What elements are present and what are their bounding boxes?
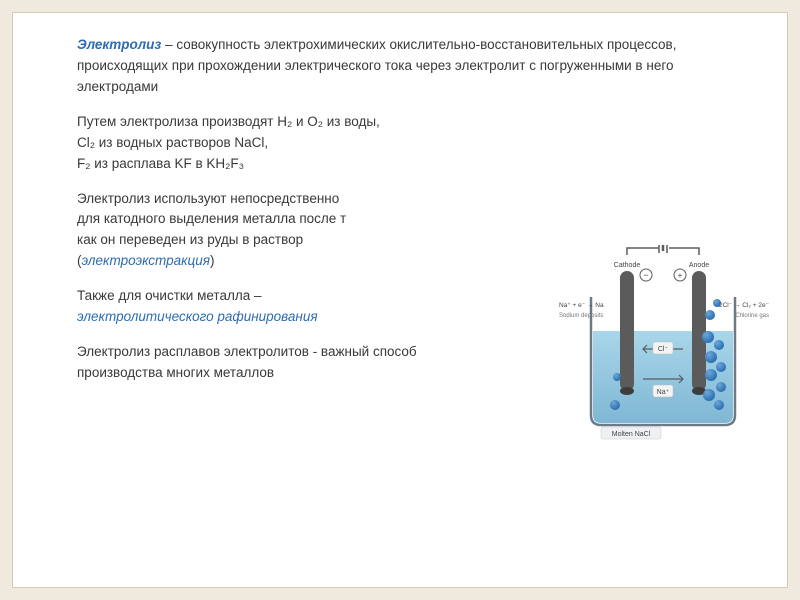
refining-line-1: Также для очистки металла – [77, 288, 261, 303]
right-eq-a: 2Cl⁻ → Cl₂ + 2e⁻ [719, 302, 770, 309]
production-line-3: F₂ из расплава KF в KH₂F₃ [77, 156, 244, 171]
cathode-sign: − [643, 270, 648, 280]
production-paragraph: Путем электролиза производят H₂ и O₂ из … [77, 112, 751, 175]
usage-paragraph: Электролиз используют непосредственно дл… [77, 189, 467, 273]
usage-line-1: Электролиз используют непосредственно [77, 191, 339, 206]
definition-paragraph: Электролиз – совокупность электрохимичес… [77, 35, 751, 98]
ion-na-label: Na⁺ [657, 389, 670, 396]
usage-line-2: для катодного выделения металла после т [77, 211, 346, 226]
anode-sign: + [678, 271, 683, 280]
term-electroextraction: электроэкстракция [82, 253, 210, 268]
cathode-label: Cathode [614, 262, 641, 269]
left-eq-a: Na⁺ + e⁻ → Na [559, 302, 604, 309]
definition-text: – совокупность электрохимических окислит… [77, 37, 676, 94]
ion-cl-label: Cl⁻ [658, 346, 669, 353]
right-eq-b: Chlorine gas [735, 313, 769, 319]
melts-line-2: производства многих металлов [77, 365, 274, 380]
melts-line-1: Электролиз расплавов электролитов - важн… [77, 344, 417, 359]
anode-label: Anode [689, 262, 709, 269]
refining-paragraph: Также для очистки металла – электролитич… [77, 286, 467, 328]
term-electrolysis: Электролиз [77, 37, 161, 52]
term-refining: электролитического рафинирования [77, 309, 318, 324]
usage-line-3: как он переведен из руды в раствор [77, 232, 303, 247]
slide: Электролиз – совокупность электрохимичес… [12, 12, 788, 588]
electrolysis-diagram: Cathode Anode − + [551, 245, 771, 445]
production-line-1: Путем электролиза производят H₂ и O₂ из … [77, 114, 380, 129]
molten-label: Molten NaCl [612, 431, 651, 438]
diagram-svg: Cathode Anode − + [551, 245, 771, 445]
production-line-2: Cl₂ из водных растворов NaCl, [77, 135, 268, 150]
usage-line-4b: ) [210, 253, 215, 268]
left-eq-b: Sodium deposits [559, 313, 603, 319]
